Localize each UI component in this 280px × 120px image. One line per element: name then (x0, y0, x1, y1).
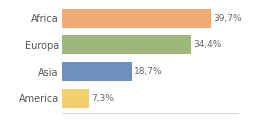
Bar (62, 35, 191, 54)
Bar (62, 62, 132, 81)
Text: 34,4%: 34,4% (193, 40, 221, 49)
Bar (62, 9, 211, 28)
Text: 39,7%: 39,7% (213, 14, 241, 23)
Bar (62, 89, 89, 108)
Text: 18,7%: 18,7% (134, 67, 163, 76)
Text: 7,3%: 7,3% (91, 94, 114, 103)
